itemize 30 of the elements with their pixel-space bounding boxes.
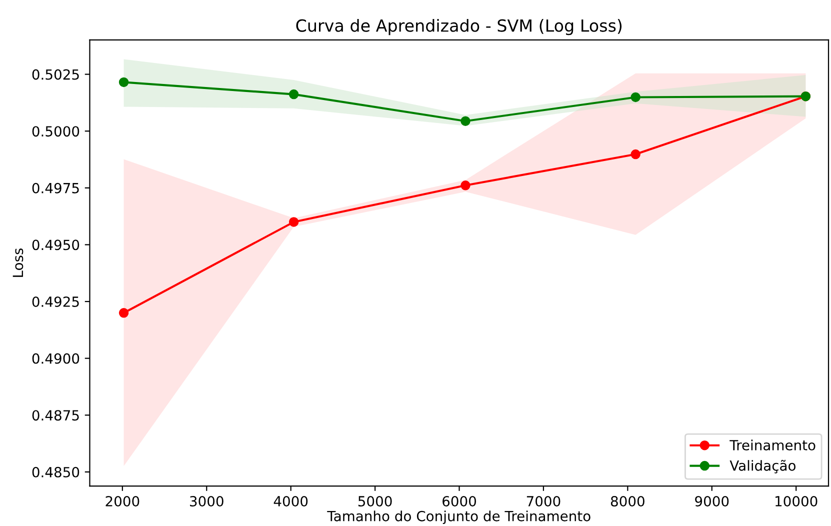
y-tick-label: 0.4975 [32,182,79,194]
point [288,89,299,100]
point [118,308,129,318]
point [630,149,640,160]
x-axis-title: Tamanho do Conjunto de Treinamento [327,510,590,524]
y-axis-title: Loss [12,248,24,277]
x-tick-label: 7000 [526,496,560,506]
y-tick-label: 0.4900 [32,353,80,364]
legend-label: Treinamento [730,440,816,450]
x-tick-label: 2000 [106,496,140,506]
x-tick-label: 6000 [442,496,476,506]
point [118,77,129,88]
chart-title: Curva de Aprendizado - SVM (Log Loss) [296,18,622,36]
x-tick-label: 5000 [358,496,392,506]
y-tick-label: 0.4950 [32,240,80,250]
x-tick-label: 9000 [695,496,729,506]
legend-label: Validação [730,460,796,474]
y-tick-label: 0.5025 [32,69,79,80]
x-tick-label: 8000 [610,496,644,506]
y-tick-label: 0.4925 [32,296,79,307]
y-tick-label: 0.4850 [32,466,80,478]
x-tick-label: 3000 [190,496,224,506]
point [630,92,640,102]
point [460,180,470,190]
point [460,116,470,126]
x-tick-label: 4000 [274,496,308,506]
y-tick-label: 0.5000 [32,126,80,137]
y-tick-label: 0.4875 [32,410,79,421]
x-tick-label: 10000 [776,496,818,506]
point [288,217,299,227]
